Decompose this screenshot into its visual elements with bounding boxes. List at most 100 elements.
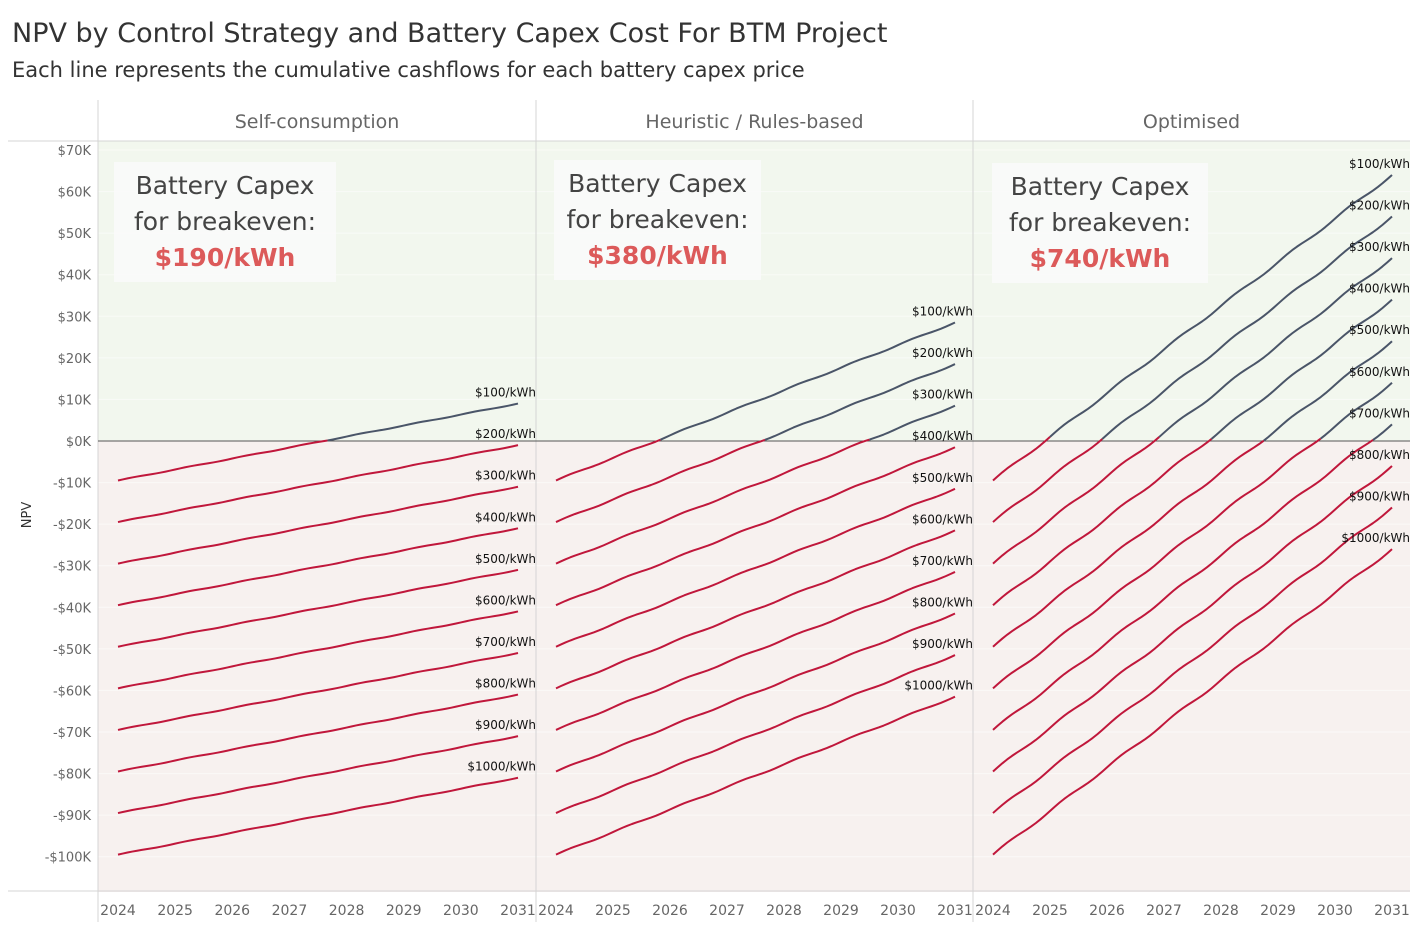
series-line	[555, 446, 956, 607]
y-tick-label: -$30K	[53, 560, 92, 575]
x-tick-label: 2029	[1260, 903, 1296, 919]
x-tick-label: 2028	[1203, 903, 1239, 919]
series-line	[1372, 423, 1393, 441]
y-tick-label: $60K	[58, 186, 92, 201]
series-label: $300/kWh	[912, 388, 973, 402]
y-tick-label: $30K	[58, 310, 92, 325]
series-line	[117, 568, 519, 648]
y-tick-label: -$100K	[45, 851, 92, 866]
x-tick-label: 2025	[1032, 903, 1068, 919]
series-line	[764, 363, 956, 441]
series-label: $300/kWh	[475, 469, 536, 483]
x-tick-label: 2026	[652, 903, 688, 919]
x-tick-label: 2029	[823, 903, 859, 919]
y-tick-label: $40K	[58, 269, 92, 284]
series-line	[117, 652, 519, 731]
callout-line1: Battery Capex	[1010, 172, 1190, 201]
x-tick-label: 2027	[709, 903, 745, 919]
series-label: $700/kWh	[1349, 406, 1410, 420]
negative-region	[536, 441, 973, 892]
series-line	[555, 612, 956, 773]
series-label: $700/kWh	[912, 554, 973, 568]
series-line	[1263, 340, 1393, 442]
x-tick-label: 2026	[1089, 903, 1125, 919]
y-tick-label: -$40K	[53, 601, 92, 616]
y-tick-label: -$90K	[53, 809, 92, 824]
callout-optimised: Battery Capex for breakeven: $740/kWh	[992, 163, 1208, 283]
series-line	[555, 438, 870, 565]
series-label: $500/kWh	[912, 471, 973, 485]
series-label: $800/kWh	[475, 677, 536, 691]
series-label: $1000/kWh	[1341, 531, 1410, 545]
series-label: $600/kWh	[912, 512, 973, 526]
series-label: $100/kWh	[912, 305, 973, 319]
callout-line2: for breakeven:	[566, 205, 749, 234]
series-line	[992, 436, 1051, 482]
series-label: $100/kWh	[475, 386, 536, 400]
y-tick-label: -$60K	[53, 684, 92, 699]
series-line	[327, 402, 519, 442]
series-label: $1000/kWh	[467, 760, 536, 774]
y-tick-label: $70K	[58, 144, 92, 159]
series-line	[660, 321, 956, 441]
series-line	[1158, 257, 1393, 438]
series-label: $200/kWh	[475, 427, 536, 441]
series-label: $500/kWh	[475, 552, 536, 566]
series-line	[992, 438, 1213, 606]
y-tick-label: -$70K	[53, 726, 92, 741]
x-tick-label: 2030	[1317, 903, 1353, 919]
callout-value: $380/kWh	[587, 241, 728, 270]
x-tick-label: 2024	[538, 903, 574, 919]
series-label: $600/kWh	[1349, 365, 1410, 379]
panel-header: Heuristic / Rules-based	[645, 111, 863, 133]
callout-value: $190/kWh	[154, 243, 296, 272]
callout-value: $740/kWh	[1029, 244, 1171, 273]
y-tick-label: -$80K	[53, 768, 92, 783]
series-line	[555, 487, 956, 648]
series-label: $700/kWh	[475, 635, 536, 649]
series-label: $900/kWh	[1349, 490, 1410, 504]
y-axis-label: NPV	[20, 502, 35, 529]
series-line	[992, 439, 1265, 648]
series-label: $500/kWh	[1349, 323, 1410, 337]
series-line	[117, 485, 519, 565]
series-line	[992, 438, 1103, 523]
series-line	[1101, 215, 1393, 440]
series-line	[1210, 298, 1393, 440]
series-label: $1000/kWh	[904, 679, 973, 693]
series-line	[117, 610, 519, 690]
series-label: $200/kWh	[1349, 199, 1410, 213]
callout-line1: Battery Capex	[135, 171, 315, 200]
y-tick-label: -$50K	[53, 643, 92, 658]
x-tick-label: 2025	[595, 903, 631, 919]
y-tick-label: -$20K	[53, 518, 92, 533]
x-tick-label: 2028	[766, 903, 802, 919]
callout-heuristic: Battery Capex for breakeven: $380/kWh	[554, 160, 761, 280]
callout-line1: Battery Capex	[568, 169, 747, 198]
callout-line2: for breakeven:	[133, 207, 317, 236]
callout-line2: for breakeven:	[1008, 208, 1192, 237]
series-line	[555, 571, 956, 731]
x-tick-label: 2028	[329, 903, 365, 919]
x-tick-label: 2031	[1374, 903, 1410, 919]
series-line	[555, 529, 956, 690]
y-tick-label: $20K	[58, 352, 92, 367]
series-line	[117, 444, 519, 524]
series-label: $400/kWh	[1349, 282, 1410, 296]
x-tick-label: 2031	[500, 903, 536, 919]
x-tick-label: 2030	[443, 903, 479, 919]
series-line	[555, 438, 661, 482]
x-tick-label: 2025	[157, 903, 193, 919]
callout-self-consumption: Battery Capex for breakeven: $190/kWh	[114, 162, 336, 282]
x-tick-label: 2030	[880, 903, 916, 919]
series-line	[992, 439, 1374, 731]
series-line	[1049, 174, 1393, 438]
x-tick-label: 2029	[386, 903, 422, 919]
series-line	[992, 506, 1393, 814]
chart-title: NPV by Control Strategy and Battery Cape…	[12, 18, 888, 49]
y-tick-label: $10K	[58, 393, 92, 408]
x-tick-label: 2024	[100, 903, 136, 919]
series-line	[117, 776, 519, 856]
series-label: $800/kWh	[912, 596, 973, 610]
